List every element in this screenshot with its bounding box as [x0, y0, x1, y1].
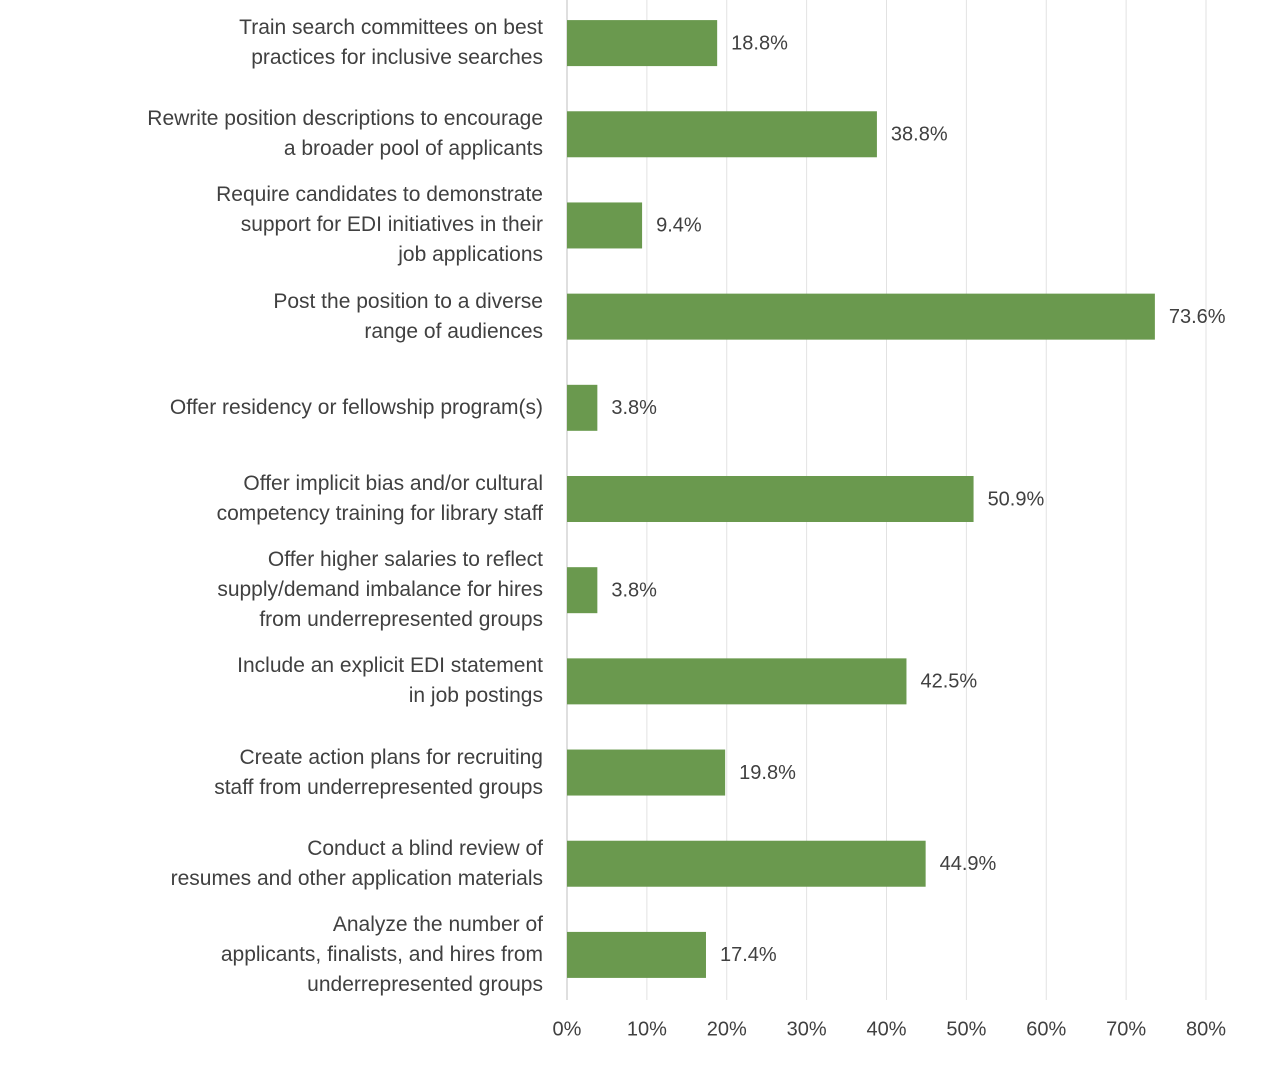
x-tick-label: 10%	[627, 1018, 667, 1040]
bar	[567, 658, 907, 705]
bar	[567, 111, 877, 158]
x-tick-label: 80%	[1186, 1018, 1226, 1040]
x-tick-label: 50%	[946, 1018, 986, 1040]
bar	[567, 567, 598, 614]
value-label: 44.9%	[940, 853, 997, 875]
category-label: Conduct a blind review of resumes and ot…	[170, 836, 543, 890]
category-label: Rewrite position descriptions to encoura…	[147, 107, 543, 161]
category-label: Train search committees on best practice…	[239, 16, 543, 70]
value-label: 19.8%	[739, 762, 796, 784]
x-tick-label: 0%	[553, 1018, 582, 1040]
category-label: Require candidates to demonstrate suppor…	[216, 183, 543, 267]
bar	[567, 749, 726, 796]
value-label: 3.8%	[611, 579, 657, 601]
category-label: Create action plans for recruiting staff…	[214, 745, 543, 799]
bar	[567, 384, 598, 431]
x-tick-label: 20%	[707, 1018, 747, 1040]
x-tick-label: 70%	[1106, 1018, 1146, 1040]
value-label: 9.4%	[656, 215, 702, 237]
category-label: Offer higher salaries to reflect supply/…	[217, 548, 543, 632]
x-tick-label: 60%	[1026, 1018, 1066, 1040]
category-label: Offer residency or fellowship program(s)	[169, 395, 543, 419]
category-label: Post the position to a diverse range of …	[273, 289, 543, 343]
category-label: Analyze the number of applicants, finali…	[220, 912, 543, 996]
value-label: 18.8%	[731, 32, 788, 54]
value-label: 42.5%	[920, 671, 977, 693]
x-tick-label: 30%	[787, 1018, 827, 1040]
value-label: 3.8%	[611, 397, 657, 419]
value-label: 73.6%	[1169, 306, 1226, 328]
bar	[567, 476, 974, 522]
value-label: 17.4%	[720, 944, 777, 966]
category-label: Offer implicit bias and/or cultural comp…	[216, 472, 543, 525]
bar	[567, 202, 643, 249]
value-label: 38.8%	[891, 124, 948, 146]
category-label: Include an explicit EDI statement in job…	[237, 654, 543, 708]
bar	[567, 293, 1155, 340]
x-tick-label: 40%	[866, 1018, 906, 1040]
bar	[567, 840, 926, 887]
bar	[567, 931, 706, 978]
value-label: 50.9%	[988, 488, 1045, 510]
bar	[567, 20, 718, 67]
